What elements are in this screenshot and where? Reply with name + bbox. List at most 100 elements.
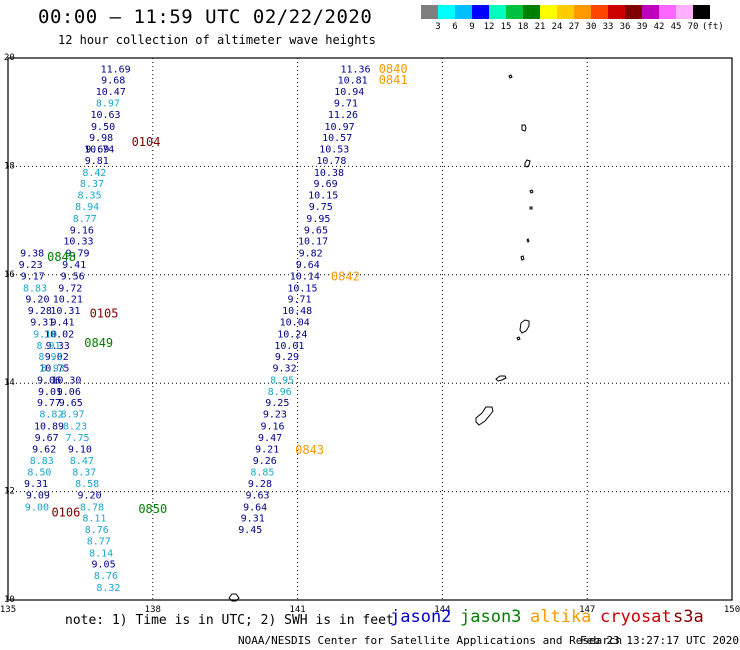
colorbar-tick: 36	[619, 22, 631, 32]
axis-tick-labels: 135 138 141 144 147 150 20 18 16 14 12 10	[0, 53, 740, 615]
wave-height-value: 10.14	[290, 271, 320, 282]
map-border	[7, 57, 733, 601]
colorbar-swatch	[608, 5, 625, 19]
wave-height-value: 9.95	[306, 214, 330, 225]
wave-height-value: 10.24	[277, 329, 307, 340]
wave-height-value: 9.41	[50, 317, 74, 328]
wave-height-value: 8.50	[27, 468, 51, 479]
wave-height-value: 9.64	[296, 260, 320, 271]
colorbar-swatch	[540, 5, 557, 19]
wave-height-value: 9.33	[46, 341, 70, 352]
wave-height-value: 8.93	[38, 352, 62, 363]
wave-height-value: 8.78	[80, 502, 104, 513]
pass-time-label: 0850	[138, 502, 167, 516]
satellite-tracks: 11.3610.8110.949.7111.2610.9710.5710.531…	[19, 64, 371, 594]
wave-height-value: 10.81	[338, 76, 368, 87]
wave-height-value: 9.20	[78, 490, 102, 501]
wave-height-value: 9.65	[304, 225, 328, 236]
lon-tick-label: 147	[579, 605, 595, 615]
pass-time-label: 0842	[331, 269, 360, 283]
wave-height-value: 9.02	[45, 352, 69, 363]
wave-height-value: 8.77	[87, 536, 111, 547]
lat-tick-label: 12	[4, 487, 15, 497]
wave-height-value: 10.78	[316, 156, 346, 167]
credit-line: NOAA/NESDIS Center for Satellite Applica…	[238, 634, 623, 647]
wave-height-value: 9.65	[59, 398, 83, 409]
wave-height-value: 8.95	[270, 375, 294, 386]
wave-height-value: 9.06	[57, 387, 81, 398]
island-outline	[524, 159, 531, 168]
wave-height-value: 9.56	[61, 271, 85, 282]
wave-height-value: 9.67	[35, 433, 59, 444]
wave-height-value: 11.26	[328, 110, 358, 121]
pass-time-label: 0106	[51, 506, 80, 520]
wave-height-value: 9.71	[334, 98, 358, 109]
island-outline	[529, 189, 534, 194]
wave-height-value: 10.17	[298, 237, 328, 248]
colorbar-swatch	[489, 5, 506, 19]
wave-height-value: 10.15	[308, 191, 338, 202]
wave-height-value: 10.04	[280, 317, 310, 328]
wave-height-value: 8.97	[61, 410, 85, 421]
wave-height-value: 10.01	[274, 341, 304, 352]
colorbar-tick: 15	[500, 22, 512, 32]
wave-height-value: 8.97	[96, 98, 120, 109]
colorbar-tick: 33	[602, 22, 614, 32]
wave-height-value: 10.75	[39, 364, 69, 375]
island-outline	[529, 206, 533, 210]
wave-height-value: 9.00	[25, 502, 49, 513]
wave-height-value: 9.31	[30, 317, 54, 328]
wave-height-value: 8.85	[250, 468, 274, 479]
wave-height-value: 8.37	[72, 468, 96, 479]
wave-height-value: 9.64	[243, 502, 267, 513]
wave-height-value: 9.77	[37, 398, 61, 409]
colorbar-tick: 6	[452, 22, 458, 32]
legend-cryosat: cryosat	[600, 607, 672, 627]
colorbar-tick: 3	[435, 22, 441, 32]
footer-note: note: 1) Time is in UTC; 2) SWH is in fe…	[65, 613, 394, 628]
island-outline	[516, 336, 521, 341]
wave-height-value: 7.75	[65, 433, 89, 444]
wave-height-value: 8.94	[75, 202, 99, 213]
wave-height-value: 10.57	[322, 133, 352, 144]
colorbar-swatch	[438, 5, 455, 19]
lat-tick-label: 16	[4, 270, 15, 280]
colorbar-swatch	[523, 5, 540, 19]
lat-tick-label: 18	[4, 161, 15, 171]
legend-s3a: s3a	[673, 607, 704, 627]
island-outline	[520, 255, 525, 261]
colorbar-tick: 42	[653, 22, 665, 32]
legend-jason2: jason2	[390, 607, 452, 627]
colorbar-tick: 39	[636, 22, 648, 32]
wave-height-value: 8.47	[70, 456, 94, 467]
lon-tick-label: 141	[289, 605, 305, 615]
map-frame	[7, 57, 733, 601]
wave-height-value: 9.25	[265, 398, 289, 409]
colorbar-swatch	[557, 5, 574, 19]
lon-tick-label: 138	[145, 605, 161, 615]
wave-height-value: 8.32	[96, 583, 120, 594]
island-outline	[521, 124, 527, 132]
wave-height-value: 9.62	[32, 444, 56, 455]
wave-height-value: 9.01	[38, 387, 62, 398]
wave-height-value: 10.02	[44, 329, 74, 340]
wave-height-value: 9.72	[58, 283, 82, 294]
colorbar-swatch	[642, 5, 659, 19]
wave-height-value: 8.14	[89, 548, 113, 559]
wave-height-value: 9.17	[21, 271, 45, 282]
wave-height-value: 9.05	[92, 560, 116, 571]
pass-time-label: 0105	[90, 306, 119, 320]
wave-height-value: 11.69	[101, 64, 131, 75]
wave-height-value: 9.20	[25, 295, 49, 306]
wave-height-value: 9.10	[68, 444, 92, 455]
wave-height-value: 10.33	[63, 237, 93, 248]
colorbar-tick: 21	[534, 22, 546, 32]
wave-height-value: 9.26	[253, 456, 277, 467]
map-title: 00:00 – 11:59 UTC 02/22/2020	[38, 6, 373, 28]
pass-time-label: 0849	[84, 336, 113, 350]
wave-height-value: 9.71	[287, 295, 311, 306]
wave-height-value: 10.15	[287, 283, 317, 294]
lat-tick-label: 10	[4, 595, 15, 605]
colorbar-swatch	[591, 5, 608, 19]
